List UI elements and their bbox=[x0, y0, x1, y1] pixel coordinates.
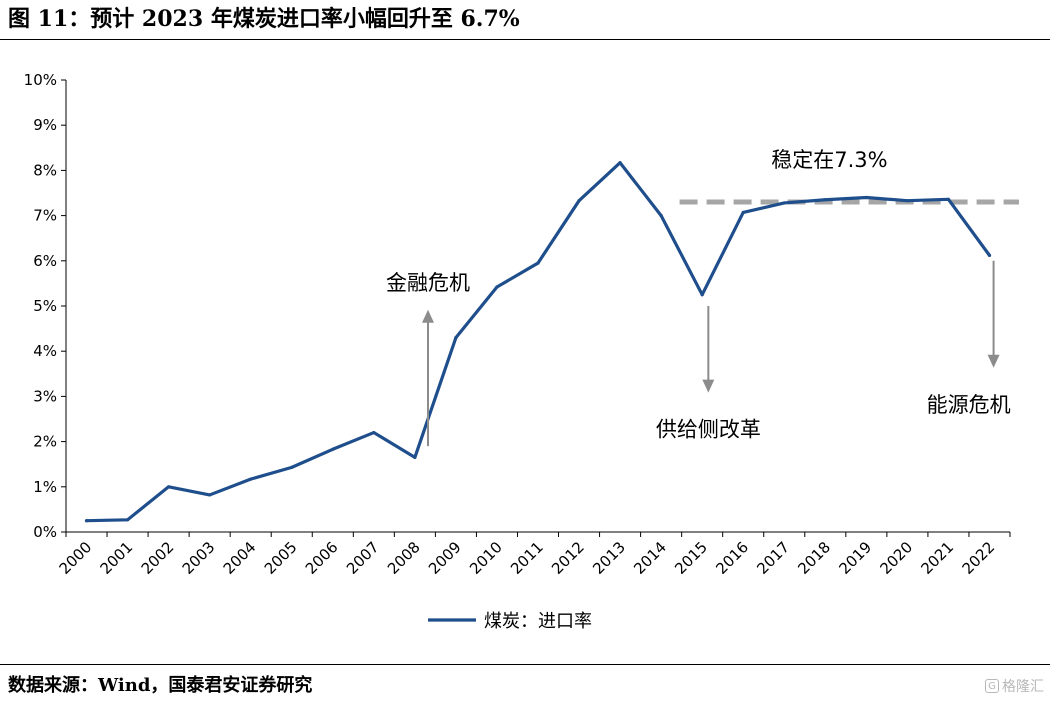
annotation-arrowhead bbox=[422, 309, 435, 323]
y-tick-label: 6% bbox=[33, 252, 57, 270]
y-tick-label: 1% bbox=[33, 478, 57, 496]
data-point bbox=[946, 197, 951, 201]
x-tick-label: 2006 bbox=[302, 538, 342, 578]
x-tick-label: 2011 bbox=[507, 538, 547, 578]
data-point bbox=[495, 285, 499, 289]
y-tick-label: 5% bbox=[33, 297, 57, 315]
data-point bbox=[249, 477, 253, 481]
x-tick-label: 2010 bbox=[466, 538, 506, 578]
x-tick-label: 2012 bbox=[548, 538, 588, 578]
data-point bbox=[659, 214, 663, 218]
series-line-coal-import-rate bbox=[84, 161, 992, 523]
x-tick-label: 2019 bbox=[835, 538, 875, 578]
watermark-text: 格隆汇 bbox=[1002, 679, 1044, 695]
data-point bbox=[454, 336, 458, 340]
data-point bbox=[372, 430, 376, 435]
series-group bbox=[84, 161, 992, 523]
y-tick-label: 3% bbox=[33, 387, 57, 405]
data-point bbox=[208, 493, 212, 497]
x-tick-label: 2001 bbox=[97, 538, 137, 578]
data-point bbox=[618, 161, 622, 165]
x-tick-label: 2003 bbox=[179, 538, 219, 578]
x-tick-label: 2007 bbox=[343, 538, 383, 578]
data-point bbox=[413, 455, 417, 460]
x-tick-label: 2014 bbox=[630, 538, 670, 578]
data-point bbox=[125, 518, 130, 522]
annotation-arrowhead bbox=[987, 354, 1000, 368]
x-tick-label: 2022 bbox=[959, 538, 999, 578]
x-tick-label: 2008 bbox=[384, 538, 424, 578]
data-point bbox=[741, 210, 745, 215]
data-point bbox=[577, 199, 581, 203]
source-note: 数据来源：Wind，国泰君安证券研究 bbox=[8, 675, 313, 696]
data-point bbox=[536, 261, 540, 265]
y-tick-label: 9% bbox=[33, 116, 57, 134]
x-tick-label: 2016 bbox=[712, 538, 752, 578]
x-tick-label: 2021 bbox=[918, 538, 958, 578]
data-point bbox=[864, 195, 868, 200]
watermark-logo-icon: G bbox=[985, 679, 999, 693]
x-tick-label: 2004 bbox=[220, 538, 260, 578]
title-rule bbox=[0, 39, 1050, 40]
x-tick-label: 2015 bbox=[671, 538, 711, 578]
x-tick-label: 2018 bbox=[794, 538, 834, 578]
x-tick-label: 2009 bbox=[425, 538, 465, 578]
annotation-arrowhead bbox=[702, 379, 715, 393]
data-point bbox=[700, 293, 704, 297]
y-tick-label: 4% bbox=[33, 342, 57, 360]
y-tick-label: 10% bbox=[24, 71, 57, 89]
data-point bbox=[167, 485, 171, 489]
y-tick-label: 8% bbox=[33, 161, 57, 179]
x-tick-label: 2002 bbox=[138, 538, 178, 578]
x-tick-label: 2017 bbox=[753, 538, 793, 578]
coal-import-rate-chart: 0% 1% 2% 3% 4% 5% 6% 7% 8% 9% 10% 2000 2001 2002 2003… bbox=[24, 71, 1020, 632]
data-point bbox=[290, 465, 294, 469]
annotation-label: 稳定在7.3% bbox=[771, 148, 887, 172]
legend-label: 煤炭：进口率 bbox=[484, 611, 592, 632]
x-tick-label: 2005 bbox=[261, 538, 301, 578]
annotation-label: 金融危机 bbox=[386, 271, 470, 295]
watermark: G 格隆汇 bbox=[985, 676, 1044, 696]
y-tick-label: 0% bbox=[33, 523, 57, 541]
data-point bbox=[331, 447, 335, 451]
annotation-label: 供给侧改革 bbox=[656, 418, 761, 442]
data-point bbox=[823, 198, 827, 202]
data-point bbox=[905, 199, 909, 203]
x-tick-label: 2000 bbox=[56, 538, 96, 578]
data-point bbox=[782, 201, 786, 205]
legend: 煤炭：进口率 bbox=[428, 611, 592, 632]
annotation-label: 能源危机 bbox=[927, 393, 1011, 417]
y-tick-label: 2% bbox=[33, 433, 57, 451]
x-axis: 2000 2001 2002 2003 2004 2005 2006 2007 2008 2009… bbox=[56, 531, 1011, 578]
y-axis: 0% 1% 2% 3% 4% 5% 6% 7% 8% 9% 10% bbox=[24, 71, 67, 541]
x-tick-label: 2013 bbox=[589, 538, 629, 578]
data-point bbox=[84, 519, 89, 523]
x-tick-label: 2020 bbox=[876, 538, 916, 578]
figure-title: 图 11：预计 2023 年煤炭进口率小幅回升至 6.7% bbox=[8, 6, 520, 32]
y-tick-label: 7% bbox=[33, 207, 57, 225]
data-point bbox=[987, 253, 992, 257]
footer-rule bbox=[0, 664, 1050, 665]
